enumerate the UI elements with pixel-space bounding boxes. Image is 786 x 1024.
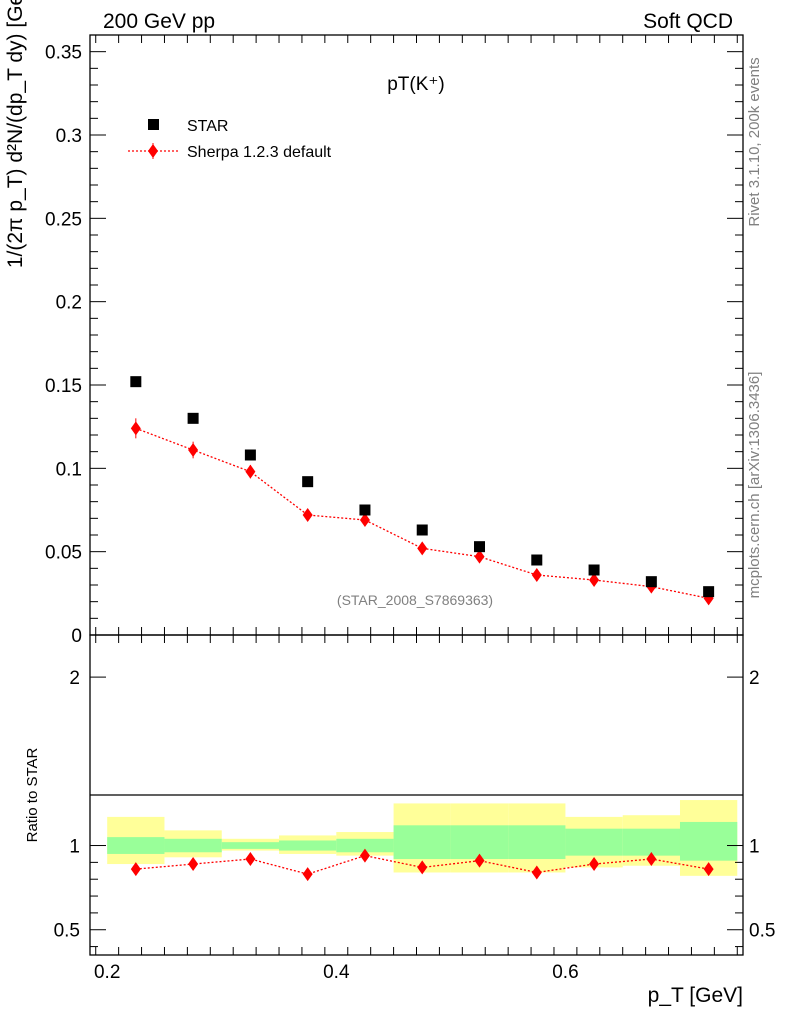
- ratio-point: [474, 853, 485, 868]
- legend-star-label: STAR: [187, 118, 228, 135]
- ratio-point: [531, 865, 542, 880]
- y-tick-label: 0.2: [56, 293, 82, 314]
- ratio-point: [703, 862, 714, 877]
- ratio-band-inner: [164, 838, 222, 853]
- ratio-band-inner: [393, 825, 451, 859]
- ratio-band-inner: [622, 828, 680, 856]
- y-tick-label: 0.1: [56, 459, 82, 480]
- main-panel: 0 0.05 0.1 0.15 0.2 0.25 0.3 0.35 pT(K⁺) (STAR_…: [45, 34, 744, 647]
- ratio-point: [188, 857, 199, 872]
- y-tick-label: 0.3: [56, 126, 82, 147]
- ratio-band-inner: [279, 840, 337, 851]
- star-point: [531, 554, 543, 566]
- ratio-y-tick-label: 2: [69, 668, 80, 689]
- mc-point: [589, 573, 600, 587]
- ratio-band-inner: [565, 828, 623, 856]
- x-axis-label: p_T [GeV]: [648, 984, 743, 1007]
- ratio-y-tick-label-right: 0.5: [749, 921, 775, 942]
- star-point: [302, 476, 314, 488]
- mc-point: [245, 464, 256, 479]
- ratio-point: [302, 867, 313, 882]
- ratio-ylabel: Ratio to STAR: [24, 747, 41, 842]
- star-point: [244, 449, 256, 461]
- star-point: [359, 504, 371, 516]
- y-tick-label: 0: [71, 626, 82, 647]
- ratio-y-tick-label: 0.5: [54, 921, 80, 942]
- star-point: [474, 541, 486, 553]
- mc-point: [188, 443, 199, 457]
- legend-mc-marker: [148, 144, 158, 158]
- y-tick-label: 0.05: [45, 543, 82, 564]
- ratio-y-tick-label: 1: [69, 837, 80, 858]
- y-axis-label-text: 1/(2π p_T) d²N/(dp_T dy) [GeV⁻²]: [4, 0, 27, 268]
- y-tick-label: 0.25: [45, 209, 82, 230]
- ratio-point: [359, 848, 370, 863]
- mc-point: [130, 421, 141, 436]
- mc-line: [135, 427, 709, 599]
- mc-point: [359, 513, 370, 527]
- mc-point: [531, 568, 542, 582]
- y-tick-label: 0.35: [45, 43, 82, 64]
- ratio-point: [245, 852, 256, 866]
- star-point: [130, 376, 142, 388]
- ratio-band-inner: [450, 825, 509, 859]
- mc-point: [417, 541, 428, 556]
- ratio-panel: 0.5 0.5 1 1 2 2 Ratio to STAR: [24, 634, 775, 956]
- mc-point: [302, 508, 313, 522]
- star-point: [588, 564, 600, 576]
- mc-point: [474, 549, 485, 564]
- legend: STAR Sherpa 1.2.3 default: [128, 118, 332, 161]
- header-left: 200 GeV pp: [103, 10, 215, 33]
- y-tick-label: 0.15: [45, 376, 82, 397]
- x-tick-label: 0.4: [323, 962, 350, 983]
- ratio-point: [589, 857, 600, 872]
- ratio-band-inner: [221, 842, 280, 849]
- star-point: [645, 576, 657, 588]
- ratio-point: [646, 852, 657, 866]
- analysis-tag: (STAR_2008_S7869363): [337, 592, 493, 608]
- star-point: [703, 586, 715, 598]
- ratio-y-tick-label-right: 1: [749, 837, 760, 858]
- rivet-label: Rivet 3.1.10, 200k events: [746, 57, 763, 226]
- chart-title: pT(K⁺): [387, 74, 445, 95]
- ratio-band-inner: [336, 838, 394, 853]
- ratio-y-tick-label-right: 2: [749, 668, 760, 689]
- ratio-point: [130, 862, 141, 877]
- header-right: Soft QCD: [643, 10, 733, 33]
- ratio-band-inner: [679, 821, 738, 861]
- star-point: [187, 412, 199, 424]
- ratio-band-inner: [508, 825, 566, 859]
- star-point: [416, 524, 428, 536]
- legend-star-marker: [148, 119, 159, 130]
- legend-mc-label: Sherpa 1.2.3 default: [187, 144, 332, 161]
- x-tick-label: 0.2: [94, 962, 120, 983]
- x-tick-label: 0.6: [552, 962, 578, 983]
- y-axis-label: 1/(2π p_T) d²N/(dp_T dy) [GeV⁻²]: [4, 0, 27, 268]
- ratio-band-inner: [107, 837, 165, 854]
- mcplots-label: mcplots.cern.ch [arXiv:1306.3436]: [746, 372, 763, 599]
- ratio-point: [417, 860, 428, 875]
